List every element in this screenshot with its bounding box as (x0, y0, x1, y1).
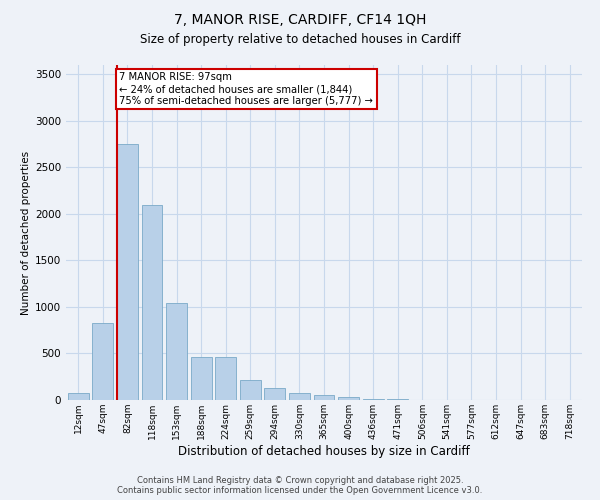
Bar (240, 380, 261, 400)
Bar (68, 394, 89, 400)
Bar (92, 323, 113, 400)
Bar (362, 398, 383, 400)
Bar (215, 357, 236, 400)
Bar (142, 204, 163, 400)
Text: Size of property relative to detached houses in Cardiff: Size of property relative to detached ho… (140, 32, 460, 46)
Y-axis label: Number of detached properties: Number of detached properties (21, 150, 31, 314)
Bar (314, 396, 334, 400)
Text: 7, MANOR RISE, CARDIFF, CF14 1QH: 7, MANOR RISE, CARDIFF, CF14 1QH (174, 12, 426, 26)
Bar (338, 397, 359, 400)
Text: Contains HM Land Registry data © Crown copyright and database right 2025.
Contai: Contains HM Land Registry data © Crown c… (118, 476, 482, 495)
Text: 7 MANOR RISE: 97sqm
← 24% of detached houses are smaller (1,844)
75% of semi-det: 7 MANOR RISE: 97sqm ← 24% of detached ho… (119, 72, 373, 106)
Bar (265, 388, 286, 400)
Bar (289, 394, 310, 400)
Bar (117, 144, 138, 400)
Bar (166, 303, 187, 400)
X-axis label: Distribution of detached houses by size in Cardiff: Distribution of detached houses by size … (178, 444, 470, 458)
Bar (191, 357, 212, 400)
